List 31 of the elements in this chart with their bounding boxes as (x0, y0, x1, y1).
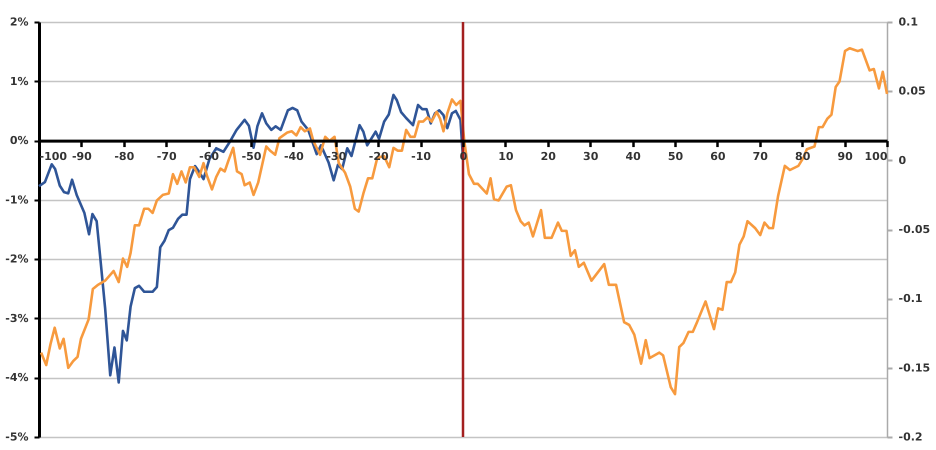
x-tick-label: -70 (156, 150, 177, 164)
y2-tick-label: -0.15 (898, 361, 930, 374)
y-tick-label: 0% (10, 134, 28, 148)
x-tick-label: -90 (72, 150, 92, 164)
x-tick-label: 100 (864, 150, 888, 164)
y2-tick-label: -0.05 (898, 223, 930, 236)
y-tick-label: 1% (10, 74, 28, 88)
y2-tick-label: 0.05 (898, 84, 926, 98)
x-tick-label: -80 (114, 150, 135, 164)
x-tick-label: 90 (837, 150, 854, 164)
x-tick-label: 30 (583, 150, 599, 164)
x-tick-label: 50 (668, 150, 684, 164)
x-tick-label: 40 (625, 150, 642, 164)
x-tick-label: 20 (540, 150, 556, 164)
x-tick-label: -20 (368, 150, 389, 164)
y-tick-label: 2% (10, 16, 28, 28)
y2-tick-label: -0.2 (898, 430, 923, 444)
x-tick-label: -40 (284, 150, 304, 164)
y-tick-label: -1% (5, 193, 28, 206)
x-tick-label: -10 (411, 150, 432, 164)
x-tick-label: 70 (752, 150, 768, 164)
y2-tick-label: -0.1 (898, 292, 923, 306)
x-tick-label: 60 (710, 150, 726, 164)
y-tick-label: -4% (5, 371, 28, 384)
y-tick-label: -5% (5, 430, 28, 444)
x-tick-label: -50 (242, 150, 262, 164)
x-tick-label: 0 (460, 150, 468, 164)
y-tick-label: -2% (5, 252, 28, 266)
x-tick-label: 10 (498, 150, 514, 164)
y-tick-label: -3% (5, 312, 28, 325)
y2-tick-label: 0.1 (898, 16, 918, 28)
